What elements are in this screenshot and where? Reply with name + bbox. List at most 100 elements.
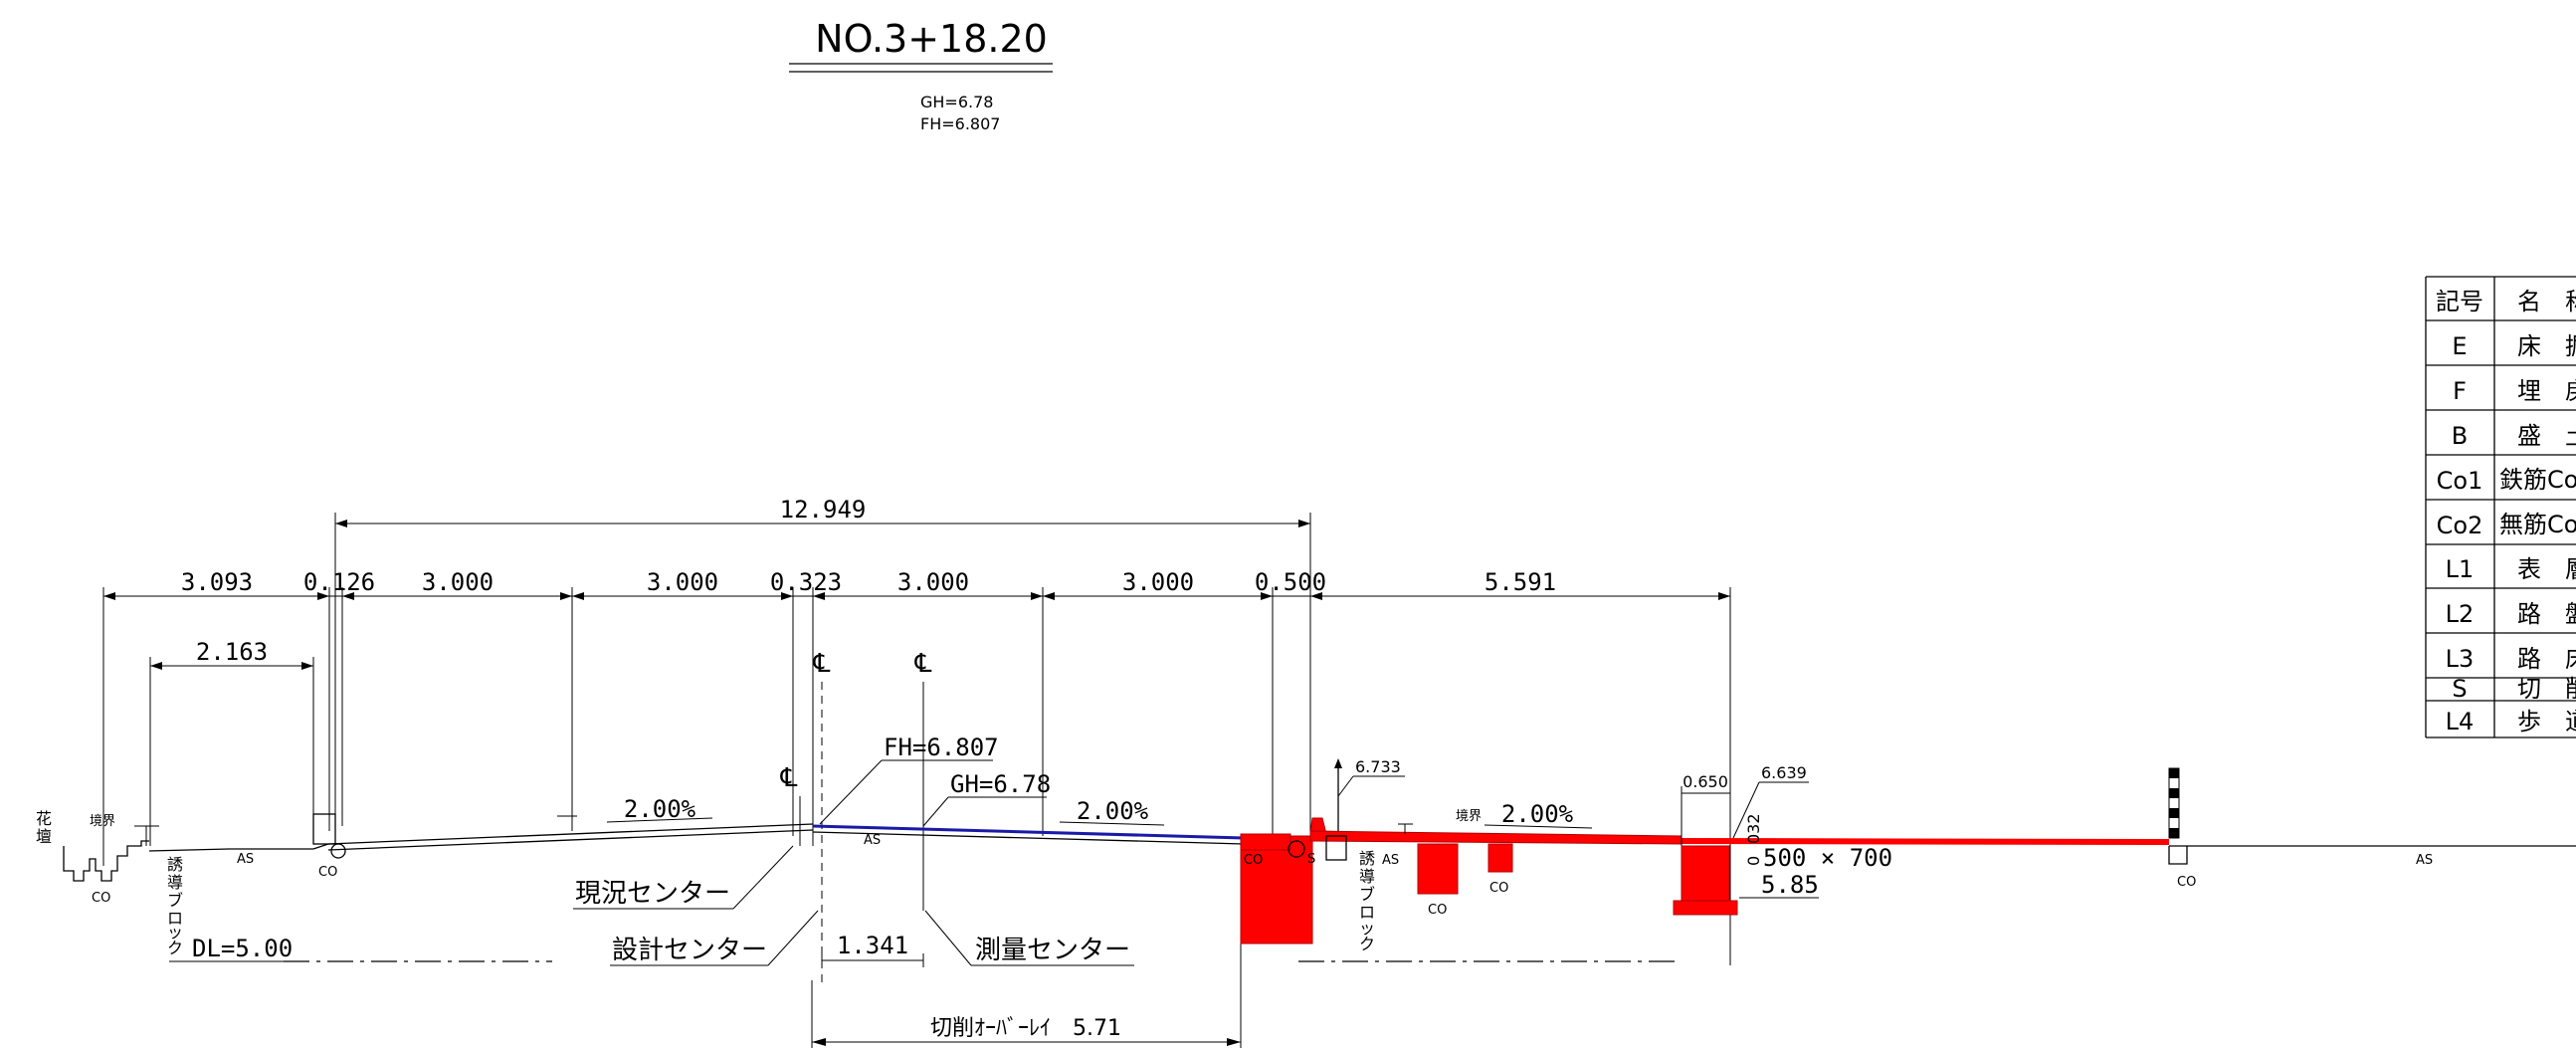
existing-center-label: 現況センター — [575, 879, 730, 909]
sub-dimension: 2.163 — [149, 638, 314, 846]
elev-2-leader — [1732, 781, 1760, 839]
overall-dimension-value: 12.949 — [780, 496, 867, 524]
legend-header-name: 名 称 — [2517, 288, 2576, 315]
cl-symbol-2: ℄ — [914, 649, 932, 679]
slope-left: 2.00% — [624, 795, 696, 823]
design-center-label: 設計センター — [612, 936, 767, 965]
box-zero: 0 — [1744, 856, 1763, 866]
sub-dimension-value: 2.163 — [196, 638, 268, 666]
legend-row-symbol: L1 — [2446, 555, 2475, 583]
legend-row-name: 路 盤 — [2517, 600, 2576, 628]
legend-row-symbol: L2 — [2446, 600, 2475, 628]
svg-text:ロ: ロ — [167, 909, 183, 928]
segment-3000-b: 3.000 — [647, 568, 718, 596]
co-mid-3: CO — [1489, 881, 1508, 896]
far-right-pole — [2168, 767, 2188, 865]
legend-row-name: 路 床 — [2517, 645, 2576, 673]
svg-text:ブ: ブ — [1359, 885, 1375, 904]
slope-right: 2.00% — [1501, 800, 1574, 828]
slope-mid: 2.00% — [1077, 797, 1149, 825]
svg-text:ブ: ブ — [167, 891, 183, 910]
drain-circle — [1288, 840, 1305, 858]
slope-mid-arrow — [1059, 821, 1165, 826]
segment-3093: 3.093 — [181, 568, 253, 596]
legend-table: 記号 名 称 E 床 掘 F 埋 戻 B 盛 土 Co1 鉄筋Co取 Co2 無… — [2425, 276, 2576, 738]
guide-block-label-left: 誘 導 ブ ロ ッ ク — [167, 855, 183, 957]
sidewalk-post — [1325, 835, 1347, 861]
segment-0323: 0.323 — [770, 568, 842, 596]
flower-bed-label-1: 花 — [36, 809, 52, 828]
cl-symbol-1: ℄ — [813, 649, 831, 679]
legend-row-name: 無筋Co取 — [2499, 511, 2576, 538]
w0650-dimension: 0.650 — [1681, 772, 1730, 846]
co-left-2: CO — [318, 865, 337, 880]
segment-dimensions: 3.093 0.126 3.000 3.000 0.323 3.000 3.00… — [102, 568, 1731, 965]
co-right: CO — [2177, 875, 2196, 890]
legend-row-name: 盛 土 — [2517, 422, 2576, 450]
legend-row-symbol: L3 — [2446, 645, 2475, 673]
overlay-dimension-value: 切削ｵｰﾊﾞｰﾚｲ 5.71 — [930, 1016, 1121, 1041]
gh-leader — [922, 796, 949, 827]
legend-row-name: 切 削 — [2517, 675, 2576, 703]
legend-row-symbol: F — [2453, 377, 2467, 405]
survey-center-label: 測量センター — [975, 936, 1130, 965]
design-center-leader — [767, 910, 819, 966]
co-left-1: CO — [92, 891, 110, 906]
flower-bed-label-2: 壇 — [36, 827, 52, 846]
station-title: NO.3+18.20 — [815, 17, 1048, 61]
elev-1-leader — [1337, 775, 1354, 797]
segment-0500: 0.500 — [1255, 568, 1326, 596]
svg-text:ッ: ッ — [1359, 919, 1375, 938]
survey-center-leader — [924, 910, 972, 966]
center-offset-dimension: 1.341 — [821, 932, 924, 967]
legend-row-symbol: Co2 — [2437, 512, 2483, 539]
segment-0126: 0.126 — [303, 568, 375, 596]
as-center: AS — [864, 833, 881, 848]
legend-row-symbol: L4 — [2446, 708, 2475, 735]
red-structures — [1240, 817, 2170, 944]
svg-text:誘: 誘 — [167, 855, 183, 874]
s-label: S — [1307, 852, 1315, 867]
header-gh: GH=6.78 — [920, 93, 993, 111]
legend-row-symbol: Co1 — [2437, 467, 2483, 495]
as-right-2: AS — [2416, 853, 2433, 868]
w0650-value: 0.650 — [1683, 772, 1728, 791]
legend-header-symbol: 記号 — [2436, 288, 2483, 315]
left-curb-profile — [63, 813, 577, 882]
boundary-label-right: 境界 — [1456, 809, 1482, 824]
svg-text:導: 導 — [1359, 867, 1375, 886]
legend-row-name: 鉄筋Co取 — [2499, 466, 2576, 494]
legend-row-name: 埋 戻 — [2517, 377, 2576, 405]
segment-3000-d: 3.000 — [1122, 568, 1194, 596]
existing-center-leader — [732, 845, 794, 910]
segment-5591: 5.591 — [1485, 568, 1556, 596]
slope-left-arrow — [606, 817, 713, 823]
segment-3000-a: 3.000 — [422, 568, 494, 596]
legend-row-symbol: E — [2452, 332, 2467, 360]
svg-text:ク: ク — [1359, 935, 1375, 953]
center-offset-value: 1.341 — [837, 932, 908, 959]
fh-leader — [819, 759, 883, 825]
as-right-1: AS — [1382, 853, 1399, 868]
fh-center-label: FH=6.807 — [884, 734, 999, 761]
slope-right-arrow — [1484, 824, 1593, 829]
elev-2-label: 6.639 — [1761, 763, 1807, 782]
legend-row-name: 床 掘 — [2517, 332, 2576, 360]
co-mid-1: CO — [1244, 853, 1263, 868]
gh-center-label: GH=6.78 — [950, 770, 1051, 798]
svg-text:ロ: ロ — [1359, 903, 1375, 922]
box-elev-label: 5.85 — [1761, 871, 1819, 899]
co-mid-2: CO — [1428, 903, 1447, 918]
cl-symbol-3: ℄ — [780, 763, 798, 793]
legend-row-symbol: S — [2452, 675, 2467, 703]
box-size-label: 500 × 700 — [1763, 844, 1892, 872]
legend-row-name: 歩 道 — [2517, 708, 2576, 735]
guide-block-label-right: 誘 導 ブ ロ ッ ク — [1359, 849, 1375, 953]
svg-text:誘: 誘 — [1359, 849, 1375, 868]
legend-row-name: 表 層 — [2517, 555, 2576, 583]
header-fh: FH=6.807 — [920, 114, 1000, 133]
boundary-label-left: 境界 — [90, 814, 115, 829]
segment-3000-c: 3.000 — [897, 568, 969, 596]
svg-text:導: 導 — [167, 873, 183, 892]
